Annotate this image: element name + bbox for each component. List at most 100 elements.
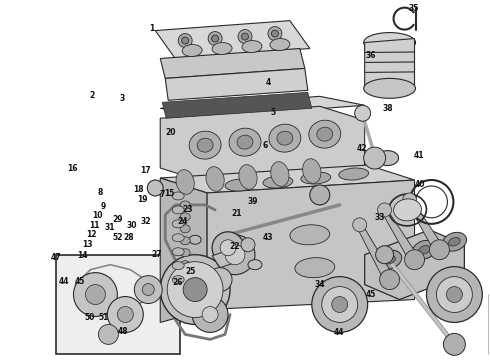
Polygon shape (160, 96, 365, 117)
Circle shape (238, 30, 252, 44)
Polygon shape (207, 180, 415, 310)
Ellipse shape (393, 199, 421, 221)
Text: 6: 6 (262, 141, 268, 150)
Ellipse shape (172, 276, 184, 284)
Circle shape (85, 285, 105, 305)
Ellipse shape (225, 179, 255, 191)
Text: 22: 22 (230, 242, 240, 251)
Text: 1: 1 (149, 24, 155, 33)
Circle shape (183, 278, 207, 302)
Text: 3: 3 (120, 94, 125, 103)
Text: 33: 33 (374, 213, 385, 222)
Ellipse shape (303, 159, 321, 183)
Text: 26: 26 (172, 278, 182, 287)
Ellipse shape (172, 262, 184, 270)
Circle shape (271, 30, 278, 37)
Text: 30: 30 (126, 221, 137, 230)
Circle shape (160, 255, 230, 324)
Text: 21: 21 (232, 210, 242, 219)
Text: 38: 38 (382, 104, 393, 113)
Text: 47: 47 (50, 253, 61, 262)
Circle shape (208, 268, 232, 292)
Polygon shape (160, 106, 365, 182)
Ellipse shape (239, 165, 257, 189)
Circle shape (310, 185, 330, 205)
Ellipse shape (413, 240, 437, 259)
Text: 23: 23 (182, 206, 193, 215)
Circle shape (202, 306, 218, 323)
Ellipse shape (364, 78, 416, 98)
Ellipse shape (229, 128, 261, 156)
Text: 52: 52 (112, 233, 122, 242)
Text: 24: 24 (177, 217, 188, 226)
Text: 44: 44 (334, 328, 344, 337)
Text: 48: 48 (118, 327, 129, 336)
Circle shape (107, 297, 143, 332)
Text: 25: 25 (185, 267, 196, 276)
Circle shape (182, 37, 189, 44)
Circle shape (167, 262, 223, 318)
Ellipse shape (248, 260, 262, 270)
Circle shape (215, 235, 235, 255)
Circle shape (118, 306, 133, 323)
Ellipse shape (172, 192, 184, 200)
Ellipse shape (270, 39, 290, 50)
Polygon shape (406, 200, 445, 250)
Text: 7: 7 (160, 190, 165, 199)
Text: 10: 10 (92, 211, 103, 220)
Ellipse shape (277, 131, 293, 145)
Text: 8: 8 (98, 188, 103, 197)
Ellipse shape (290, 225, 330, 245)
Ellipse shape (449, 238, 460, 246)
Circle shape (241, 238, 255, 252)
Ellipse shape (377, 250, 402, 269)
Ellipse shape (180, 237, 190, 245)
Text: 51: 51 (98, 313, 109, 322)
Circle shape (355, 105, 370, 121)
Polygon shape (165, 68, 308, 100)
Ellipse shape (242, 41, 262, 53)
Circle shape (437, 276, 472, 312)
Ellipse shape (269, 124, 301, 152)
Circle shape (225, 245, 245, 265)
Circle shape (405, 250, 424, 270)
Text: 34: 34 (315, 280, 325, 289)
Ellipse shape (189, 131, 221, 159)
Circle shape (142, 284, 154, 296)
Text: 31: 31 (104, 223, 115, 232)
Ellipse shape (180, 225, 190, 233)
Polygon shape (381, 210, 420, 260)
Circle shape (312, 276, 368, 332)
Polygon shape (356, 225, 395, 280)
Circle shape (376, 246, 393, 264)
Circle shape (178, 33, 192, 48)
Text: 14: 14 (77, 251, 88, 260)
Circle shape (98, 324, 119, 345)
Circle shape (446, 287, 463, 302)
Ellipse shape (206, 167, 224, 191)
Text: 28: 28 (123, 233, 134, 242)
Circle shape (215, 235, 255, 275)
Ellipse shape (180, 249, 190, 257)
Text: 35: 35 (408, 4, 419, 13)
Text: 4: 4 (265, 78, 270, 87)
Text: 44: 44 (58, 277, 69, 286)
Text: 32: 32 (140, 217, 150, 226)
Ellipse shape (237, 135, 253, 149)
Text: 40: 40 (414, 180, 425, 189)
Ellipse shape (418, 246, 430, 254)
Ellipse shape (180, 261, 190, 269)
Text: 45: 45 (366, 290, 376, 299)
Ellipse shape (377, 150, 398, 166)
Text: 11: 11 (89, 221, 99, 230)
Circle shape (147, 180, 163, 196)
Text: 36: 36 (366, 51, 376, 60)
Polygon shape (212, 250, 238, 268)
Circle shape (322, 287, 358, 323)
Polygon shape (160, 165, 415, 193)
Polygon shape (160, 49, 305, 78)
Circle shape (332, 297, 348, 312)
Bar (55, 255, 180, 354)
Text: 18: 18 (133, 185, 144, 194)
Ellipse shape (189, 235, 201, 244)
